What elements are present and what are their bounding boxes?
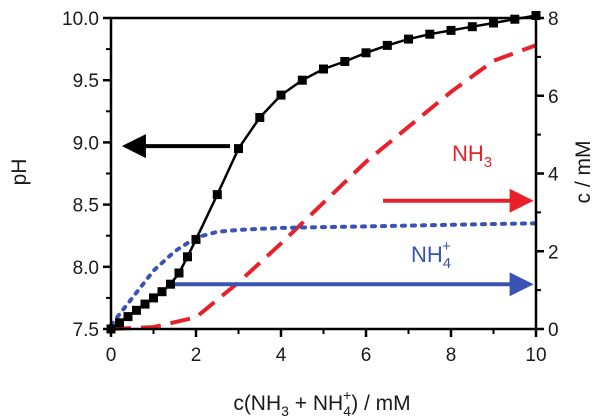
data-point bbox=[123, 312, 133, 322]
y-right-tick-label: 4 bbox=[548, 165, 559, 186]
y-left-tick-label: 10.0 bbox=[62, 9, 99, 30]
y-right-tick-label: 2 bbox=[548, 242, 559, 263]
plot-area bbox=[106, 11, 541, 334]
data-point bbox=[132, 305, 141, 315]
data-point bbox=[183, 252, 192, 262]
y-left-tick-label: 8.0 bbox=[73, 258, 99, 279]
data-point bbox=[425, 29, 435, 39]
series-label-nh4: NH4+ bbox=[411, 238, 451, 272]
data-point bbox=[157, 287, 167, 297]
data-point bbox=[297, 75, 307, 85]
x-axis-title-sup-plus: + bbox=[343, 387, 351, 403]
y-left-tick-label: 9.0 bbox=[73, 133, 99, 154]
data-point bbox=[361, 48, 371, 58]
x-axis-title: c(NH3 + NH4+) / mM bbox=[233, 387, 410, 419]
x-axis-title-part-c: ) / mM bbox=[351, 392, 410, 415]
y-right-tick-label: 0 bbox=[548, 320, 559, 341]
series-line-nh4- bbox=[109, 221, 538, 328]
y-axis-title-right: c / mM bbox=[572, 141, 595, 204]
data-point bbox=[446, 25, 456, 35]
data-point bbox=[234, 144, 243, 154]
data-point bbox=[340, 57, 350, 66]
series-label-nh3-sub: 3 bbox=[484, 154, 492, 171]
x-tick-label: 8 bbox=[446, 345, 457, 366]
x-tick-label: 4 bbox=[276, 345, 287, 366]
y-axis-title-left: pH bbox=[8, 159, 31, 186]
x-axis-title-part-a: c(NH bbox=[233, 392, 281, 415]
y-left-tick-label: 9.5 bbox=[73, 71, 99, 92]
data-point bbox=[276, 90, 286, 100]
series-label-nh4-main: NH bbox=[411, 242, 443, 267]
data-point bbox=[319, 64, 328, 74]
data-point bbox=[255, 113, 265, 122]
data-point bbox=[467, 22, 477, 32]
series-label-nh4-sub: 4 bbox=[443, 255, 451, 272]
y-left-tick-label: 7.5 bbox=[73, 320, 99, 341]
data-point bbox=[404, 34, 413, 44]
y-left-tick-label: 8.5 bbox=[73, 196, 99, 217]
x-tick-label: 0 bbox=[106, 345, 117, 366]
data-point bbox=[191, 234, 201, 244]
data-point bbox=[115, 318, 124, 328]
x-tick-label: 2 bbox=[191, 345, 202, 366]
y-right-tick-label: 6 bbox=[548, 87, 559, 108]
y-right-tick-label: 8 bbox=[548, 9, 559, 30]
axes: 0 2 4 6 8 10 7.5 8.0 8.5 9.0 9.5 10.0 0 2 4 6 8 bbox=[62, 9, 559, 366]
data-point bbox=[166, 279, 175, 289]
data-point bbox=[149, 293, 158, 303]
data-point bbox=[382, 40, 392, 50]
data-point bbox=[531, 11, 541, 20]
x-tick-label: 10 bbox=[525, 345, 546, 366]
x-axis-title-sub-3: 3 bbox=[281, 403, 289, 419]
x-tick-label: 6 bbox=[361, 345, 372, 366]
data-point bbox=[174, 268, 184, 278]
data-point bbox=[489, 18, 498, 28]
data-point bbox=[212, 190, 222, 200]
x-axis-title-part-b: + NH bbox=[289, 392, 343, 415]
series-label-nh3-main: NH bbox=[452, 141, 484, 166]
series-label-nh3: NH3 bbox=[452, 141, 492, 171]
x-axis-title-sub-4: 4 bbox=[343, 403, 351, 419]
data-point bbox=[140, 299, 150, 309]
series-line-nh3 bbox=[110, 43, 537, 331]
series-label-nh4-sup: + bbox=[442, 238, 451, 255]
